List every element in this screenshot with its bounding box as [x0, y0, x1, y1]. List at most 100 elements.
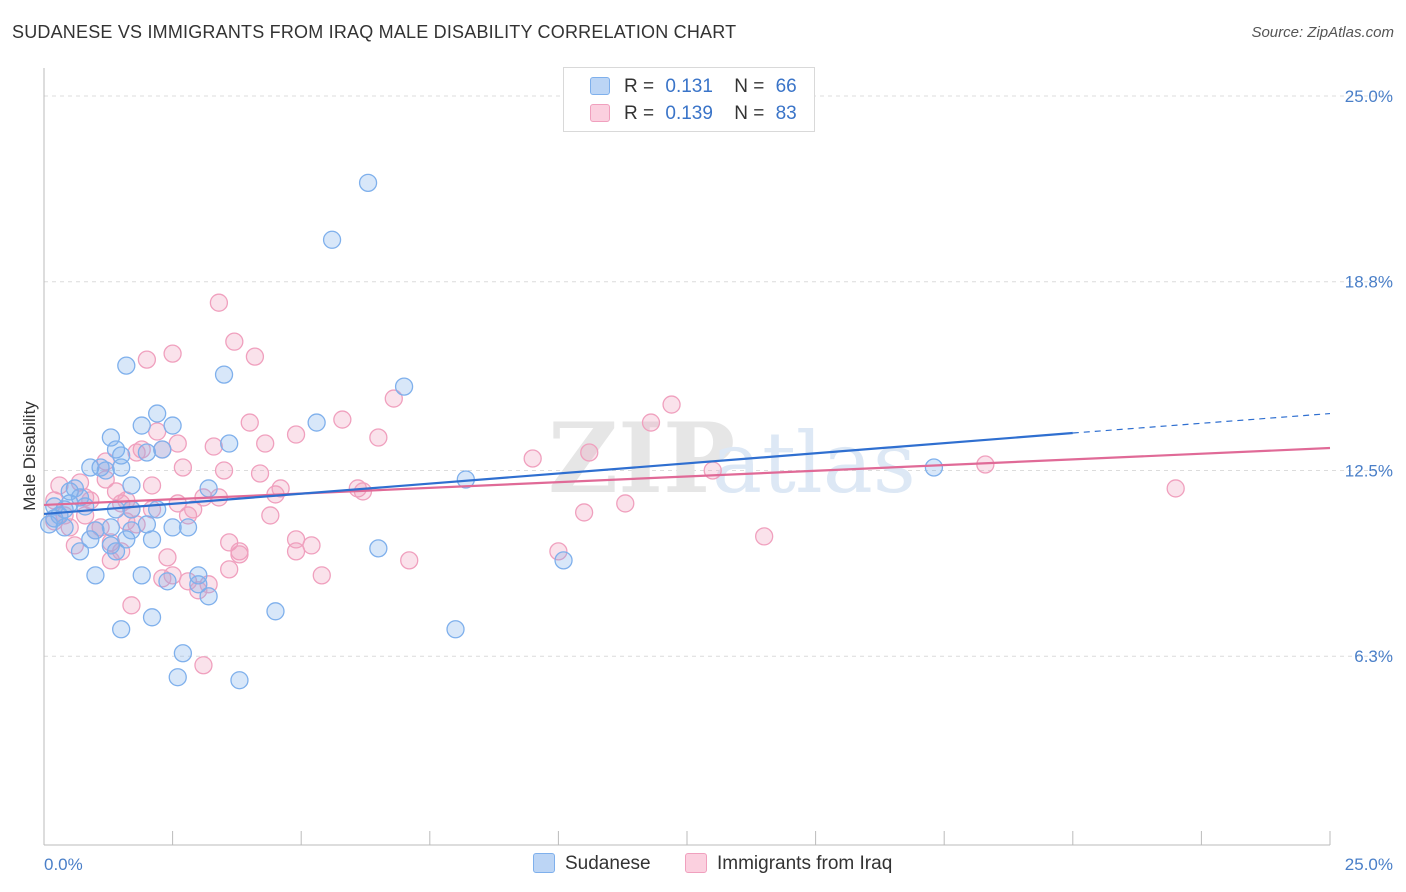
point-sudanese [220, 434, 239, 453]
point-sudanese [554, 551, 573, 570]
point-sudanese [142, 530, 162, 549]
point-iraq [132, 440, 151, 459]
point-iraq [91, 518, 110, 537]
point-sudanese [153, 440, 172, 459]
point-sudanese [168, 668, 187, 687]
point-sudanese [112, 446, 131, 465]
axes [43, 68, 1331, 846]
trend-line-sudanese [43, 431, 1073, 516]
point-sudanese [76, 497, 95, 516]
correlation-legend: R = 0.131 N = 66 R = 0.139 N = 83 [563, 67, 815, 132]
point-sudanese [178, 518, 198, 537]
point-sudanese [173, 644, 193, 663]
point-sudanese [55, 518, 74, 537]
point-iraq [240, 413, 259, 432]
point-sudanese [101, 428, 121, 447]
point-sudanese [230, 671, 249, 690]
watermark-zip: ZIP [548, 402, 735, 515]
point-iraq [194, 656, 213, 675]
point-sudanese [117, 356, 136, 375]
point-iraq [60, 518, 79, 537]
point-iraq [312, 566, 331, 585]
point-iraq [271, 479, 290, 498]
point-iraq [178, 572, 198, 591]
y-tick-label: 12.5% [1345, 461, 1393, 480]
point-iraq [220, 533, 239, 552]
point-iraq [117, 512, 136, 531]
point-iraq [184, 500, 203, 519]
point-sudanese [307, 413, 326, 432]
point-iraq [204, 437, 223, 456]
trend-line-sudanese-extension [1072, 412, 1331, 434]
point-sudanese [96, 461, 115, 480]
point-sudanese [122, 500, 141, 519]
point-sudanese [132, 566, 151, 585]
point-iraq [245, 347, 265, 366]
x-tick-label-min: 0.0% [44, 855, 83, 874]
point-iraq [173, 458, 193, 477]
point-iraq [256, 434, 275, 453]
point-sudanese [163, 416, 182, 435]
point-iraq [214, 461, 234, 480]
point-iraq [112, 542, 131, 561]
chart-title: SUDANESE VS IMMIGRANTS FROM IRAQ MALE DI… [12, 22, 737, 42]
point-sudanese [132, 416, 151, 435]
point-sudanese [199, 479, 218, 498]
point-sudanese [214, 365, 234, 384]
point-sudanese [189, 575, 208, 594]
point-iraq [580, 443, 599, 462]
point-iraq [148, 422, 167, 441]
legend-n-label: N = [734, 103, 765, 124]
point-iraq [142, 476, 162, 495]
point-iraq [189, 581, 208, 600]
point-sudanese [369, 539, 388, 558]
y-tick-labels: 6.3% 12.5% 18.8% 25.0% [1345, 87, 1393, 666]
point-iraq [333, 410, 352, 429]
point-sudanese [142, 608, 162, 627]
point-sudanese [122, 521, 141, 540]
point-sudanese [101, 518, 121, 537]
point-sudanese [199, 587, 218, 606]
trend-line-iraq [43, 446, 1331, 507]
point-sudanese [81, 530, 100, 549]
point-iraq [153, 569, 172, 588]
y-tick-label: 18.8% [1345, 273, 1393, 292]
point-sudanese [122, 476, 141, 495]
point-sudanese [70, 542, 90, 561]
point-iraq [137, 350, 157, 369]
point-sudanese [446, 620, 465, 639]
point-sudanese [322, 230, 342, 249]
point-sudanese [394, 377, 414, 396]
point-sudanese [81, 458, 100, 477]
point-sudanese [148, 404, 167, 423]
point-iraq [168, 434, 187, 453]
point-sudanese [112, 620, 131, 639]
point-iraq [50, 476, 69, 495]
point-sudanese [924, 458, 944, 477]
bottom-legend-swatch-iraq [685, 853, 707, 873]
point-iraq [101, 551, 121, 570]
point-sudanese [86, 566, 105, 585]
point-sudanese [137, 443, 157, 462]
point-iraq [209, 293, 229, 312]
point-sudanese [158, 572, 177, 591]
point-iraq [286, 425, 306, 444]
point-sudanese [163, 518, 182, 537]
legend-r-value: 0.131 [665, 76, 713, 97]
legend-n-value: 83 [775, 103, 797, 124]
legend-n-label: N = [734, 76, 765, 97]
legend-r-label: R = [624, 76, 655, 97]
point-iraq [230, 542, 249, 561]
bottom-legend-label-sudanese: Sudanese [565, 853, 651, 874]
legend-n-value: 66 [775, 76, 797, 97]
point-iraq [384, 389, 403, 408]
point-iraq [163, 344, 182, 363]
bottom-legend-swatch-sudanese [533, 853, 555, 873]
point-iraq [302, 536, 321, 555]
x-tick-label-max: 25.0% [1345, 855, 1393, 874]
point-sudanese [358, 173, 378, 193]
trend-lines [43, 412, 1331, 516]
point-iraq [400, 551, 419, 570]
point-iraq [641, 413, 661, 432]
y-tick-label: 25.0% [1345, 87, 1393, 106]
